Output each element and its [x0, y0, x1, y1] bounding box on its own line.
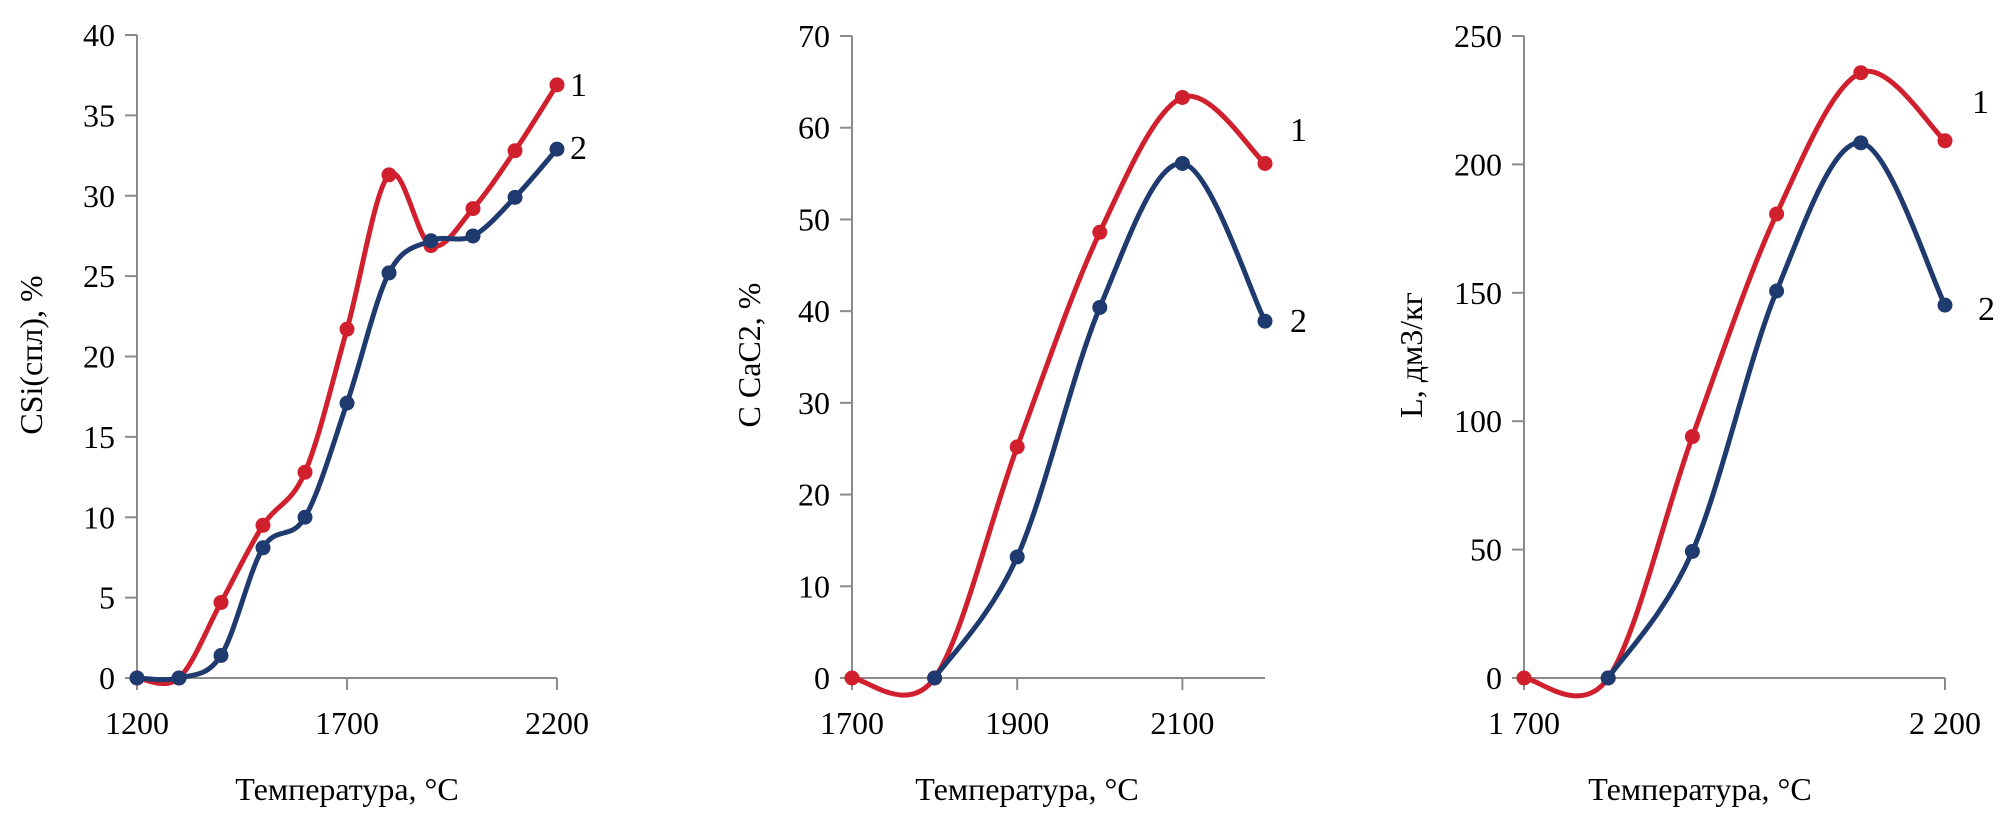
y-tick-label: 200 — [1454, 146, 1502, 182]
series-1-point — [297, 464, 313, 480]
y-axis-title: C CaC2, % — [731, 283, 767, 428]
series-2-point — [423, 233, 439, 249]
series-1-point — [1174, 89, 1190, 105]
series-1-point — [1937, 133, 1953, 149]
y-tick-label: 100 — [1454, 403, 1502, 439]
series-2-label: 2 — [570, 130, 587, 167]
series-1 — [844, 89, 1273, 698]
series-1-label: 1 — [570, 67, 587, 104]
x-axis-title: Температура, °C — [915, 771, 1138, 807]
series-2-point — [1769, 283, 1785, 299]
series-2-label: 2 — [1978, 291, 1995, 328]
series-2-point — [255, 540, 271, 556]
series-1-point — [1516, 670, 1532, 686]
series-2-point — [339, 395, 355, 411]
chart-3: 0 50 100 150 200 250 1 700 2 200 Температура, °C… — [1393, 18, 1995, 807]
y-tick-label: 150 — [1454, 275, 1502, 311]
y-tick-label: 50 — [1470, 532, 1502, 568]
y-tick-label: 30 — [798, 385, 830, 421]
series-1-point — [549, 77, 565, 93]
series-1-point — [213, 594, 229, 610]
series-2-point — [297, 509, 313, 525]
y-axis-title: L, дм3/кг — [1393, 292, 1429, 418]
series-1 — [1516, 65, 1953, 699]
series-1-line — [134, 82, 560, 687]
chart-1: 0 5 10 15 20 25 30 35 40 1200 1700 2200 Температура,… — [13, 17, 589, 807]
series-1-point — [1684, 429, 1700, 445]
y-tick-label: 0 — [814, 660, 830, 696]
series-2-point — [1684, 543, 1700, 559]
series-2 — [927, 155, 1273, 686]
x-tick-label: 2100 — [1150, 705, 1214, 741]
series-1-point — [1092, 224, 1108, 240]
series-2 — [129, 141, 565, 686]
series-2-point — [1009, 549, 1025, 565]
series-2-point — [171, 670, 187, 686]
x-tick-label: 1700 — [315, 705, 379, 741]
series-2-point — [1174, 155, 1190, 171]
series-2-point — [1853, 135, 1869, 151]
series-2-point — [213, 647, 229, 663]
series-1-point — [1009, 439, 1025, 455]
series-1-label: 1 — [1290, 112, 1307, 149]
y-tick-label: 10 — [798, 568, 830, 604]
series-2-line — [134, 146, 560, 683]
series-1-point — [339, 321, 355, 337]
series-2-line — [1605, 140, 1948, 681]
y-tick-label: 15 — [83, 419, 115, 455]
series-1-point — [1257, 155, 1273, 171]
x-tick-label: 1900 — [985, 705, 1049, 741]
y-tick-label: 0 — [99, 660, 115, 696]
series-1-point — [1853, 65, 1869, 81]
series-2-label: 2 — [1290, 303, 1307, 340]
series-2-point — [129, 670, 145, 686]
series-2-point — [465, 228, 481, 244]
series-1-label: 1 — [1972, 84, 1989, 121]
series-1-point — [507, 143, 523, 159]
y-tick-label: 5 — [99, 580, 115, 616]
series-2-point — [1937, 297, 1953, 313]
series-2-point — [507, 189, 523, 205]
series-2-point — [1600, 670, 1616, 686]
y-tick-label: 10 — [83, 499, 115, 535]
x-tick-label: 1 700 — [1488, 705, 1560, 741]
series-1-point — [381, 167, 397, 183]
series-1-point — [844, 670, 860, 686]
chart-2: 0 10 20 30 40 50 60 70 1700 1900 2100 Температура, … — [731, 18, 1307, 807]
y-tick-label: 30 — [83, 178, 115, 214]
series-2 — [1600, 135, 1953, 686]
x-axis-title: Температура, °C — [235, 771, 458, 807]
x-axis-title: Температура, °C — [1588, 771, 1811, 807]
series-2-point — [1092, 299, 1108, 315]
y-tick-label: 25 — [83, 258, 115, 294]
y-tick-label: 20 — [83, 339, 115, 375]
series-2-point — [1257, 313, 1273, 329]
y-tick-label: 35 — [83, 97, 115, 133]
y-tick-label: 60 — [798, 110, 830, 146]
x-tick-label: 1200 — [105, 705, 169, 741]
series-2-point — [381, 265, 397, 281]
y-tick-label: 40 — [798, 293, 830, 329]
series-2-line — [932, 160, 1268, 681]
series-1 — [129, 77, 565, 687]
series-1-point — [465, 201, 481, 217]
y-tick-label: 0 — [1486, 660, 1502, 696]
y-tick-label: 20 — [798, 477, 830, 513]
y-tick-label: 70 — [798, 18, 830, 54]
x-tick-label: 2200 — [525, 705, 589, 741]
x-tick-label: 2 200 — [1909, 705, 1981, 741]
series-2-point — [927, 670, 943, 686]
x-tick-label: 1700 — [820, 705, 884, 741]
series-1-point — [255, 517, 271, 533]
y-tick-label: 250 — [1454, 18, 1502, 54]
y-axis-title: CSi(спл), % — [13, 275, 49, 434]
series-1-point — [1769, 206, 1785, 222]
y-tick-label: 50 — [798, 201, 830, 237]
y-tick-label: 40 — [83, 17, 115, 53]
series-2-point — [549, 141, 565, 157]
